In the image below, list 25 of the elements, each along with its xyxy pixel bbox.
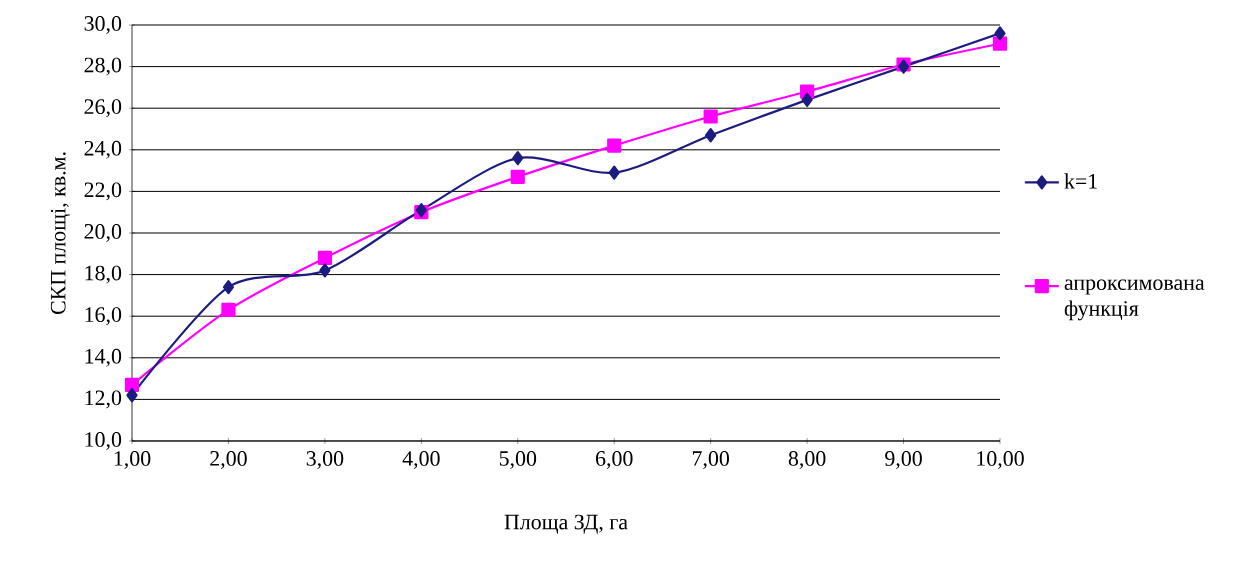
y-tick-label: 18,0 [85, 265, 122, 284]
y-tick-label: 28,0 [84, 57, 122, 76]
y-tick-label: 10,0 [85, 432, 122, 450]
x-tick-label: 4,00 [402, 451, 440, 469]
x-tick-label: 10,00 [977, 451, 1024, 469]
x-axis-title: Площа ЗД, га [504, 514, 628, 534]
x-tick-label: 2,00 [210, 451, 247, 469]
x-tick-label: 9,00 [885, 451, 922, 469]
y-tick-label: 26,0 [84, 99, 122, 118]
y-tick-label: 22,0 [84, 182, 122, 201]
x-tick-label: 8,00 [788, 451, 826, 469]
y-tick-label: 12,0 [85, 390, 122, 409]
y-axis-title: СКП площі, кв.м. [50, 152, 70, 315]
legend-label: апроксимована функція [1064, 279, 1205, 321]
x-tick-label: 6,00 [595, 451, 633, 469]
x-tick-label: 5,00 [499, 451, 537, 469]
x-tick-label: 1,00 [114, 451, 151, 469]
x-tick-label: 3,00 [306, 451, 344, 469]
y-tick-label: 24,0 [84, 140, 122, 159]
y-tick-label: 16,0 [85, 307, 122, 326]
y-tick-label: 20,0 [84, 224, 122, 242]
y-tick-label: 14,0 [85, 348, 122, 367]
x-tick-label: 7,00 [692, 451, 730, 469]
y-tick-label: 30,0 [84, 16, 122, 34]
legend-label: k=1 [1064, 173, 1097, 189]
